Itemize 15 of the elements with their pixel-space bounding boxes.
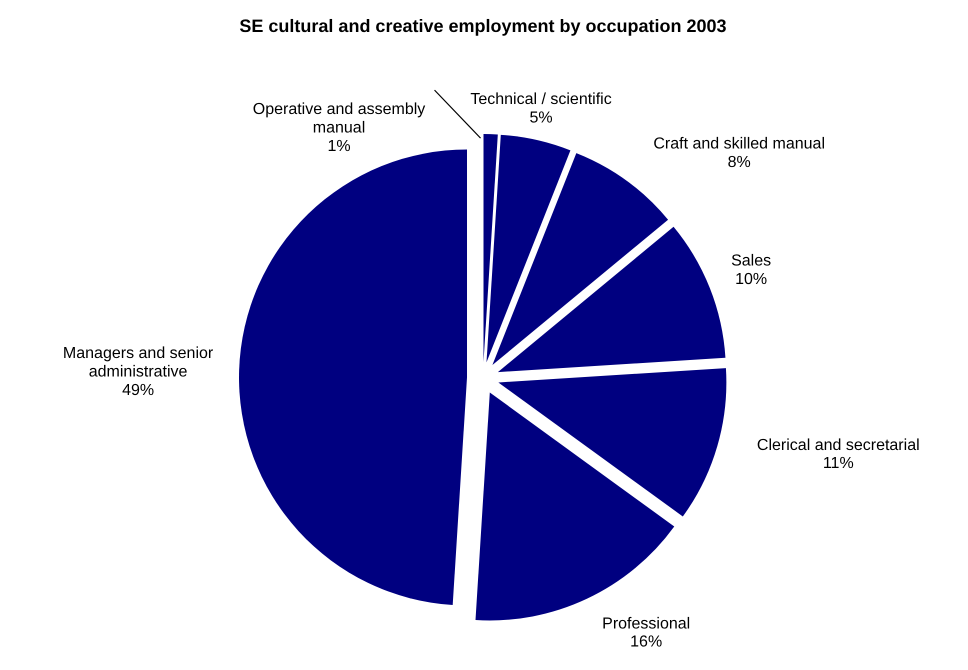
data-label: 1% (327, 138, 351, 155)
data-label: 10% (735, 271, 768, 288)
chart-title: SE cultural and creative employment by occupation 2003 (239, 16, 727, 36)
slice-label: Managers and senior administrative (62, 345, 214, 380)
slice-label: Craft and skilled manual (653, 135, 826, 152)
data-label: 8% (728, 154, 751, 171)
slice-label: Professional (602, 615, 690, 632)
slice-label: Clerical and secretarial (756, 436, 920, 454)
slice-label: Operative and assembly manual (252, 101, 426, 137)
data-label: 49% (122, 382, 154, 399)
slice-label: Sales (731, 252, 772, 270)
slice-label: Technical / scientific (470, 91, 612, 108)
data-label: 11% (822, 455, 854, 472)
data-label: 5% (529, 109, 553, 126)
data-label: 16% (630, 634, 662, 651)
